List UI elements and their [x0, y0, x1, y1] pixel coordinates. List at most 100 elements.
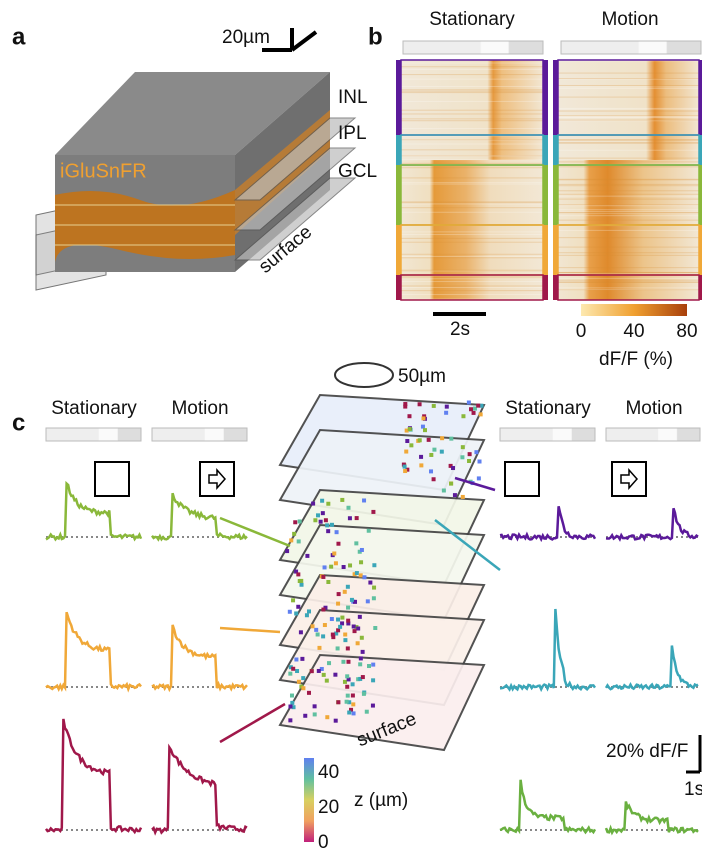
- roi: [321, 575, 325, 579]
- z-colorbar-label: z (µm): [354, 790, 408, 811]
- roi: [298, 519, 302, 523]
- roi: [301, 686, 305, 690]
- trace: [46, 612, 141, 689]
- roi: [366, 599, 370, 603]
- roi: [336, 628, 340, 632]
- roi: [371, 510, 375, 514]
- trace: [606, 646, 698, 690]
- roi: [403, 469, 407, 473]
- roi: [432, 448, 436, 452]
- roi: [359, 656, 363, 660]
- roi: [421, 425, 425, 429]
- roi: [341, 660, 345, 664]
- roi: [330, 617, 334, 621]
- heatmap-noise: [401, 242, 543, 243]
- roi: [342, 565, 346, 569]
- heatmap-noise: [401, 294, 543, 295]
- heatmap-noise: [558, 282, 700, 283]
- roi: [371, 663, 375, 667]
- roi: [317, 669, 321, 673]
- roi: [474, 450, 478, 454]
- heatmap-noise: [558, 194, 700, 195]
- trace: [606, 802, 698, 833]
- roi: [336, 542, 340, 546]
- heatmap-noise: [401, 79, 543, 80]
- heatmap-noise: [401, 184, 543, 185]
- heatmap-noise: [401, 201, 543, 202]
- roi: [429, 453, 433, 457]
- time-bar-label: 2s: [450, 319, 470, 340]
- heatmap-noise: [558, 184, 700, 185]
- heatmap-noise: [558, 117, 700, 118]
- roi: [325, 715, 329, 719]
- roi: [351, 693, 355, 697]
- heatmap-noise: [558, 97, 700, 98]
- heatmap-noise: [401, 101, 543, 102]
- roi: [313, 704, 317, 708]
- roi: [354, 541, 358, 545]
- heatmap-noise: [558, 86, 700, 87]
- roi: [360, 636, 364, 640]
- roi: [467, 401, 471, 405]
- colorbar-label: dF/F (%): [599, 349, 673, 370]
- roi: [350, 598, 354, 602]
- roi: [368, 581, 372, 585]
- roi: [307, 691, 311, 695]
- roi: [372, 563, 376, 567]
- roi: [359, 573, 363, 577]
- roi: [300, 583, 304, 587]
- roi: [313, 712, 317, 716]
- layer-label: GCL: [338, 161, 377, 182]
- roi: [340, 616, 344, 620]
- roi: [440, 436, 444, 440]
- roi: [288, 705, 292, 709]
- heatmap-noise: [558, 88, 700, 89]
- roi: [334, 561, 338, 565]
- roi: [314, 628, 318, 632]
- roi: [311, 502, 315, 506]
- roi: [323, 565, 327, 569]
- roi: [330, 523, 334, 527]
- stimulus-icon: [505, 462, 539, 496]
- roi: [297, 539, 301, 543]
- colorbar-tick-label: 40: [623, 321, 644, 342]
- trace: [500, 506, 595, 539]
- roi: [299, 579, 303, 583]
- roi: [288, 718, 292, 722]
- roi: [362, 498, 366, 502]
- condition-label: Stationary: [429, 9, 515, 30]
- heatmap-noise: [558, 199, 700, 200]
- heatmap-noise: [558, 73, 700, 74]
- roi: [362, 692, 366, 696]
- heatmap-noise: [558, 252, 700, 253]
- heatmap-noise: [401, 155, 543, 156]
- roi: [461, 495, 465, 499]
- condition-label: Motion: [601, 9, 658, 30]
- roi: [409, 443, 413, 447]
- heatmap-noise: [558, 109, 700, 110]
- heatmap-noise: [401, 203, 543, 204]
- heatmap-noise: [401, 163, 543, 164]
- roi: [479, 412, 483, 416]
- heatmaps: [401, 60, 700, 300]
- roi: [290, 701, 294, 705]
- heatmap-noise: [401, 92, 543, 93]
- connector: [220, 518, 290, 546]
- heatmap-noise: [558, 166, 700, 167]
- heatmap-noise: [558, 142, 700, 143]
- roi: [299, 630, 303, 634]
- colorbar: [581, 304, 687, 316]
- roi: [293, 520, 297, 524]
- roi: [449, 482, 453, 486]
- condition-label: Stationary: [505, 398, 591, 419]
- roi: [365, 710, 369, 714]
- heatmap-noise: [401, 144, 543, 145]
- stimulus-icon: [200, 462, 234, 496]
- roi: [336, 646, 340, 650]
- roi: [358, 615, 362, 619]
- roi: [336, 618, 340, 622]
- roi: [288, 610, 292, 614]
- roi: [477, 476, 481, 480]
- heatmap-noise: [401, 69, 543, 70]
- heatmap-noise: [558, 278, 700, 279]
